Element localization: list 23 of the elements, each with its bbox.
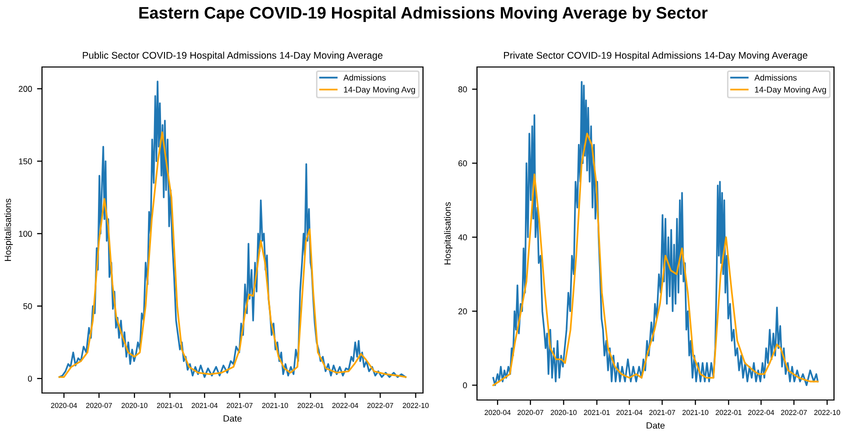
y-tick-label: 40: [458, 234, 467, 240]
y-tick-label: 200: [18, 86, 32, 92]
legend-label: Admissions: [754, 74, 797, 81]
y-tick-label: 0: [462, 382, 467, 388]
x-axis-title: Date: [224, 415, 242, 422]
line-series: [492, 132, 819, 386]
line-series: [58, 131, 406, 378]
legend-label: Admissions: [343, 74, 386, 81]
y-tick-label: 100: [19, 230, 32, 237]
x-axis-title: Date: [646, 422, 665, 429]
legend-label: 14-Day Moving Avg: [755, 86, 826, 94]
y-tick-label: 80: [458, 86, 467, 92]
y-tick-label: 50: [23, 303, 32, 310]
y-tick-label: 150: [19, 158, 32, 164]
chart-title: Private Sector COVID-19 Hospital Admissions 14-Day Moving Average: [504, 52, 808, 61]
y-tick-label: 20: [458, 308, 467, 314]
legend-label: 14-Day Moving Avg: [344, 86, 415, 94]
y-tick-label: 0: [28, 376, 32, 382]
y-axis-title: Hospitalisations: [444, 202, 452, 264]
text: Eastern Cape COVID-19 Hospital Admissions Moving Average by Sector: [139, 6, 708, 22]
y-tick-label: 60: [458, 160, 467, 166]
y-axis-title: Hospitalisations: [4, 198, 13, 261]
chart-title: Public Sector COVID-19 Hospital Admissions 14-Day Moving Average: [82, 52, 382, 61]
